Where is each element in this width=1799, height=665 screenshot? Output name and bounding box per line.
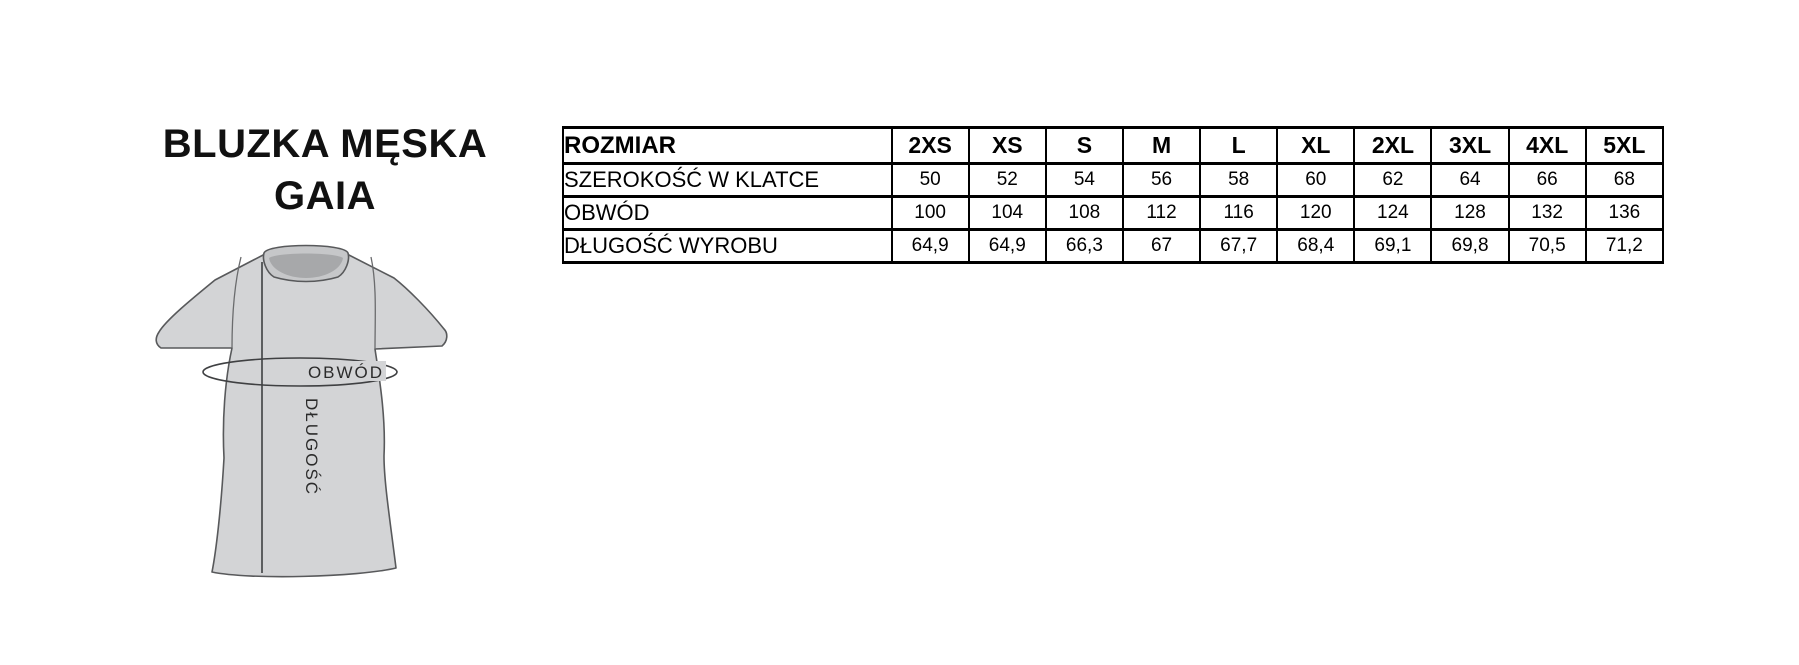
length-s: 66,3 [1044,228,1124,264]
header-size-2xs: 2XS [890,126,970,165]
tshirt-body [155,253,448,578]
chest-width-xl: 60 [1276,162,1356,198]
obwod-label-mask [306,361,386,381]
header-size-m: M [1121,126,1202,165]
row-label-chest-width: SZEROKOŚĆ W KLATCE [562,162,893,198]
chest-width-s: 54 [1044,162,1124,198]
product-title: BLUZKA MĘSKA GAIA [128,118,522,222]
circumference-ellipse [202,357,398,387]
collar-inner [269,253,343,278]
header-size-s: S [1044,126,1124,165]
circumference-l: 116 [1199,195,1279,231]
tshirt-diagram: OBWÓD DŁUGOŚĆ [128,220,458,580]
header-size-5xl: 5XL [1584,126,1665,165]
circumference-xs: 104 [967,195,1047,231]
chest-width-2xs: 50 [890,162,970,198]
chest-width-m: 56 [1121,162,1202,198]
chest-width-5xl: 68 [1584,162,1665,198]
header-size-2xl: 2XL [1353,126,1433,165]
length-xl: 68,4 [1276,228,1356,264]
table-row-chest-width: SZEROKOŚĆ W KLATCE 50 52 54 56 58 60 62 … [562,162,1665,198]
row-label-circumference: OBWÓD [562,195,893,231]
chest-width-l: 58 [1199,162,1279,198]
length-l: 67,7 [1199,228,1279,264]
product-title-line-1: BLUZKA MĘSKA [162,122,488,166]
circumference-3xl: 128 [1430,195,1510,231]
length-2xs: 64,9 [890,228,970,264]
circumference-s: 108 [1044,195,1124,231]
chest-width-3xl: 64 [1430,162,1510,198]
table-row-length: DŁUGOŚĆ WYROBU 64,9 64,9 66,3 67 67,7 68… [562,228,1665,264]
circumference-m: 112 [1121,195,1202,231]
obwod-label: OBWÓD [308,363,384,382]
header-size-3xl: 3XL [1430,126,1510,165]
circumference-5xl: 136 [1584,195,1665,231]
circumference-2xs: 100 [890,195,970,231]
length-4xl: 70,5 [1507,228,1587,264]
circumference-4xl: 132 [1507,195,1587,231]
table-header-row: ROZMIAR 2XS XS S M L XL 2XL 3XL 4XL 5XL [562,126,1665,165]
row-label-length: DŁUGOŚĆ WYROBU [562,228,893,264]
length-xs: 64,9 [967,228,1047,264]
header-size-xs: XS [967,126,1047,165]
chest-width-4xl: 66 [1507,162,1587,198]
product-title-line-2: GAIA [274,174,376,218]
length-2xl: 69,1 [1353,228,1433,264]
circumference-2xl: 124 [1353,195,1433,231]
tshirt-graphic: OBWÓD DŁUGOŚĆ [155,244,448,578]
header-size-l: L [1199,126,1279,165]
left-sleeve-seam [231,256,242,349]
length-m: 67 [1121,228,1202,264]
length-5xl: 71,2 [1584,228,1665,264]
header-size-4xl: 4XL [1507,126,1587,165]
right-sleeve-seam [370,256,376,350]
length-3xl: 69,8 [1430,228,1510,264]
header-rozmiar: ROZMIAR [562,126,893,165]
chest-width-xs: 52 [967,162,1047,198]
dlugosc-label: DŁUGOŚĆ [302,398,321,496]
header-size-xl: XL [1276,126,1356,165]
table-row-circumference: OBWÓD 100 104 108 112 116 120 124 128 13… [562,195,1665,231]
circumference-xl: 120 [1276,195,1356,231]
chest-width-2xl: 62 [1353,162,1433,198]
size-table: ROZMIAR 2XS XS S M L XL 2XL 3XL 4XL 5XL … [562,126,1665,264]
